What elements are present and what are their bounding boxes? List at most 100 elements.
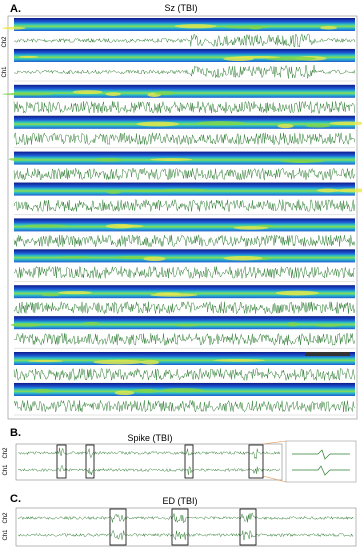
spectral-power	[329, 121, 362, 126]
panel-label: B.	[10, 427, 21, 439]
channel-label: Ch2	[3, 447, 9, 459]
spectrogram	[14, 352, 355, 365]
spectral-power	[233, 226, 269, 230]
inset-trace	[292, 449, 350, 460]
spectral-power	[336, 188, 362, 193]
event-box	[248, 444, 264, 479]
spectral-power	[41, 293, 60, 297]
channel-label: Ch1	[2, 66, 8, 78]
eeg-trace	[17, 512, 354, 524]
spectral-power	[225, 25, 270, 29]
spectral-power	[10, 323, 42, 327]
spectral-power	[154, 91, 175, 96]
event-box	[109, 508, 127, 546]
spectral-power	[105, 92, 121, 96]
spectral-power	[320, 26, 337, 30]
inset-trace	[292, 465, 350, 476]
spectral-power	[305, 124, 331, 128]
spectrogram	[14, 84, 355, 98]
panel-title: Spike (TBI)	[127, 433, 172, 443]
spectral-power	[275, 290, 319, 296]
eeg-trace	[13, 167, 356, 181]
eeg-trace	[13, 100, 356, 115]
spectrogram	[14, 249, 355, 263]
spectrogram	[14, 316, 355, 330]
spectral-power	[163, 188, 207, 191]
spectral-power	[136, 121, 180, 127]
spectrogram	[14, 115, 355, 129]
spectrogram	[14, 218, 355, 232]
spectral-power	[286, 159, 315, 163]
spectral-power	[106, 189, 122, 194]
spectral-power	[150, 293, 198, 297]
spectral-power	[82, 321, 101, 326]
eeg-trace	[17, 529, 354, 541]
spectral-power	[57, 256, 93, 259]
spectral-power	[58, 291, 92, 295]
eeg-trace	[13, 265, 355, 280]
zoom-connector	[262, 440, 287, 445]
spectral-power	[93, 359, 144, 365]
spectral-power	[316, 188, 340, 193]
color-scale	[305, 352, 350, 356]
panel-title: ED (TBI)	[163, 496, 198, 506]
event-box	[56, 444, 67, 479]
panel-frame	[15, 443, 283, 481]
spectral-power	[150, 158, 193, 161]
panel-label: A.	[10, 3, 21, 15]
spectral-power	[286, 322, 300, 327]
eeg-trace	[13, 367, 356, 382]
spectral-power	[174, 24, 217, 29]
panel-label: C.	[10, 493, 21, 505]
spectrogram	[14, 285, 355, 299]
spectral-power	[8, 157, 24, 161]
spectral-power	[143, 256, 166, 262]
eeg-trace	[13, 199, 356, 213]
spectral-power	[18, 55, 39, 58]
spectral-power	[314, 323, 342, 327]
eeg-trace	[17, 464, 280, 476]
spectrogram	[14, 151, 355, 165]
eeg-trace	[14, 332, 356, 346]
spectral-power	[121, 189, 174, 193]
spectral-power	[277, 123, 294, 129]
event-box	[171, 508, 189, 546]
eeg-trace	[13, 132, 356, 146]
zoom-connector	[262, 475, 287, 483]
spectral-power	[196, 121, 246, 126]
spectral-power	[2, 26, 26, 30]
eeg-trace	[13, 234, 356, 248]
channel-label: Ch1	[3, 529, 9, 541]
panel-title: Sz (TBI)	[165, 3, 198, 13]
channel-label: Ch2	[3, 512, 9, 524]
spectral-power	[223, 256, 263, 261]
eeg-trace	[13, 64, 356, 79]
spectral-power	[256, 224, 274, 227]
channel-label: Ch2	[2, 36, 8, 48]
spectral-power	[141, 360, 160, 365]
eeg-trace	[13, 33, 356, 48]
spectral-power	[27, 359, 64, 363]
eeg-trace	[13, 301, 356, 315]
spectral-power	[2, 92, 54, 96]
spectral-power	[114, 390, 135, 396]
spectral-power	[22, 224, 68, 228]
event-box	[184, 444, 194, 479]
zoom-inset	[285, 440, 357, 483]
spectral-power	[72, 90, 103, 95]
spectral-power	[160, 388, 205, 393]
event-box	[239, 508, 257, 546]
spectral-power	[223, 56, 254, 61]
spectral-power	[30, 388, 54, 393]
eeg-trace	[13, 399, 355, 413]
panel-frame	[15, 507, 357, 547]
spectral-power	[116, 224, 144, 228]
spectral-power	[213, 358, 266, 362]
eeg-trace	[17, 447, 280, 460]
spectral-power	[93, 157, 124, 162]
spectral-power	[135, 388, 159, 393]
panel-frame	[7, 15, 358, 420]
event-box	[85, 444, 95, 479]
spectral-power	[248, 25, 263, 30]
